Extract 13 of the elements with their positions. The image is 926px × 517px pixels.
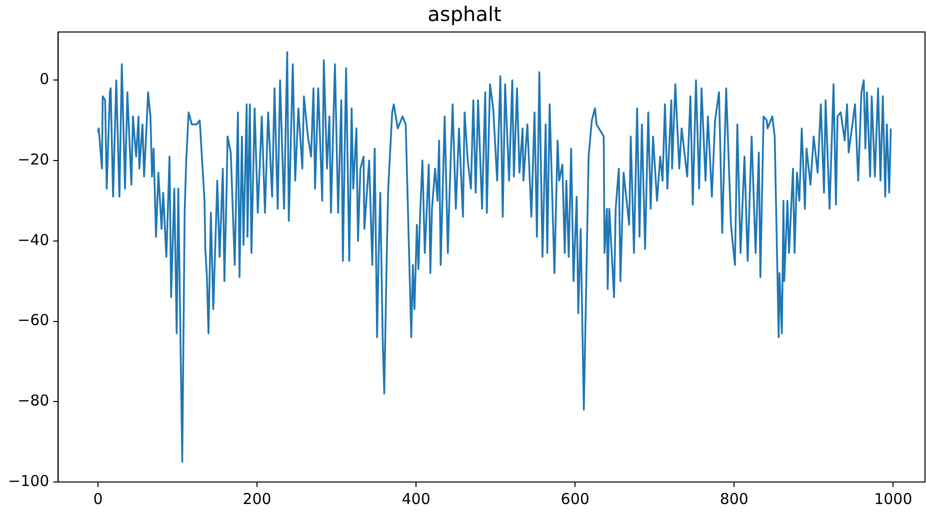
- y-tick-label: −80: [18, 392, 50, 410]
- chart-title: asphalt: [428, 2, 502, 26]
- x-tick-label: 600: [560, 490, 590, 508]
- y-tick-label: 0: [40, 70, 50, 88]
- x-tick-label: 200: [242, 490, 272, 508]
- y-tick-label: −60: [18, 311, 50, 330]
- x-tick-label: 800: [720, 490, 748, 508]
- y-tick-label: −40: [18, 230, 50, 249]
- x-tick-label: 0: [93, 490, 103, 508]
- y-tick-label: −100: [8, 472, 50, 490]
- y-tick-label: −20: [18, 150, 50, 168]
- x-tick-label: 400: [402, 490, 430, 508]
- x-tick-label: 1000: [874, 490, 912, 508]
